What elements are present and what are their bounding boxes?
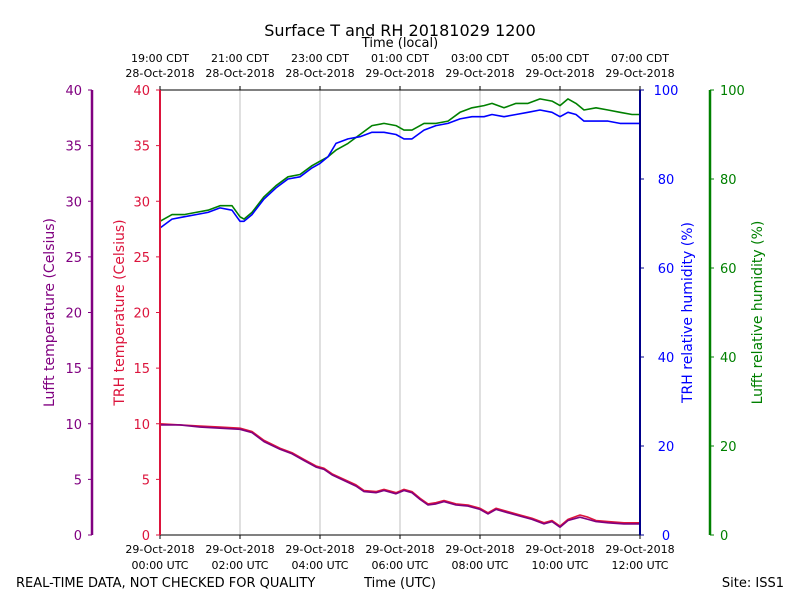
x-tick-label-utc-time: 02:00 UTC xyxy=(211,559,268,572)
footer-disclaimer: REAL-TIME DATA, NOT CHECKED FOR QUALITY xyxy=(16,576,315,591)
x-tick-label-local-date: 28-Oct-2018 xyxy=(285,67,354,80)
x-tick-label-utc-date: 29-Oct-2018 xyxy=(125,543,194,556)
lufft-temp-tick-label: 25 xyxy=(65,251,82,266)
x-tick-label-local-date: 29-Oct-2018 xyxy=(605,67,674,80)
trh-rh-axis-label: TRH relative humidity (%) xyxy=(680,222,696,404)
lufft-temp-tick-label: 35 xyxy=(65,140,82,155)
x-tick-label-local-time: 19:00 CDT xyxy=(131,52,189,65)
trh-rh-tick-label: 20 xyxy=(658,440,675,455)
x-tick-label-utc-time: 06:00 UTC xyxy=(371,559,428,572)
trh-temp-axis-label: TRH temperature (Celsius) xyxy=(112,219,128,406)
top-axis-label: Time (local) xyxy=(361,36,438,51)
x-tick-label-local-time: 03:00 CDT xyxy=(451,52,509,65)
x-tick-label-local-date: 29-Oct-2018 xyxy=(525,67,594,80)
x-tick-label-local-time: 01:00 CDT xyxy=(371,52,429,65)
x-tick-label-utc-time: 08:00 UTC xyxy=(451,559,508,572)
grid-lines xyxy=(239,90,561,535)
x-tick-label-utc-time: 12:00 UTC xyxy=(611,559,668,572)
x-tick-label-utc-date: 29-Oct-2018 xyxy=(445,543,514,556)
trh-rh-tick-label: 40 xyxy=(658,351,675,366)
series-line-trh-relative-humidity xyxy=(159,109,640,229)
lufft-temp-tick-label: 10 xyxy=(65,418,82,433)
x-tick-label-local-time: 07:00 CDT xyxy=(611,52,669,65)
x-tick-label-local-date: 29-Oct-2018 xyxy=(445,67,514,80)
series-line-lufft-relative-humidity xyxy=(159,98,640,222)
x-tick-label-local-time: 05:00 CDT xyxy=(531,52,589,65)
trh-temp-tick-label: 35 xyxy=(133,140,150,155)
x-tick-label-utc-time: 04:00 UTC xyxy=(291,559,348,572)
lufft-temp-tick-label: 15 xyxy=(65,362,82,377)
x-tick-label-utc-date: 29-Oct-2018 xyxy=(205,543,274,556)
x-tick-label-utc-date: 29-Oct-2018 xyxy=(365,543,434,556)
trh-temp-tick-label: 25 xyxy=(133,251,150,266)
footer-site: Site: ISS1 xyxy=(722,576,784,591)
bottom-axis-label: Time (UTC) xyxy=(363,576,436,591)
series-layer xyxy=(159,98,640,528)
series-line-trh-temperature-celsius xyxy=(159,423,640,527)
trh-temp-tick-label: 10 xyxy=(133,418,150,433)
series-line-lufft-temperature-celsius xyxy=(160,424,640,528)
lufft-temp-tick-label: 40 xyxy=(65,84,82,99)
x-tick-label-local-time: 21:00 CDT xyxy=(211,52,269,65)
x-tick-label-local-date: 29-Oct-2018 xyxy=(365,67,434,80)
x-tick-label-utc-time: 10:00 UTC xyxy=(531,559,588,572)
lufft-rh-tick-label: 60 xyxy=(720,262,737,277)
trh-temp-tick-label: 20 xyxy=(133,307,150,322)
lufft-temp-tick-label: 20 xyxy=(65,307,82,322)
lufft-rh-tick-label: 80 xyxy=(720,173,737,188)
trh-temp-tick-label: 15 xyxy=(133,362,150,377)
lufft-rh-axis-label: Lufft relative humidity (%) xyxy=(750,221,766,405)
x-tick-label-local-time: 23:00 CDT xyxy=(291,52,349,65)
lufft-temp-tick-label: 30 xyxy=(65,195,82,210)
lufft-rh-tick-label: 40 xyxy=(720,351,737,366)
lufft-rh-tick-label: 20 xyxy=(720,440,737,455)
lufft-temp-axis-label: Lufft temperature (Celsius) xyxy=(42,218,58,407)
x-tick-label-local-date: 28-Oct-2018 xyxy=(125,67,194,80)
x-tick-label-utc-time: 00:00 UTC xyxy=(131,559,188,572)
lufft-temp-tick-label: 0 xyxy=(74,529,82,544)
trh-rh-tick-label: 0 xyxy=(662,529,670,544)
trh-temp-tick-label: 0 xyxy=(142,529,150,544)
lufft-temp-tick-label: 5 xyxy=(74,473,82,488)
trh-temp-tick-label: 30 xyxy=(133,195,150,210)
lufft-rh-tick-label: 0 xyxy=(720,529,728,544)
x-tick-label-utc-date: 29-Oct-2018 xyxy=(285,543,354,556)
trh-rh-tick-label: 60 xyxy=(658,262,675,277)
lufft-rh-tick-label: 100 xyxy=(720,84,745,99)
chart-title: Surface T and RH 20181029 1200 xyxy=(264,21,536,40)
x-tick-label-utc-date: 29-Oct-2018 xyxy=(605,543,674,556)
axes-layer: 29-Oct-2018 00:00 UTC 29-Oct-2018 02:00 UTC… xyxy=(42,52,766,572)
trh-temp-tick-label: 5 xyxy=(142,473,150,488)
trh-rh-tick-label: 80 xyxy=(658,173,675,188)
trh-rh-tick-label: 100 xyxy=(654,84,679,99)
trh-temp-tick-label: 40 xyxy=(133,84,150,99)
x-tick-label-local-date: 28-Oct-2018 xyxy=(205,67,274,80)
x-tick-label-utc-date: 29-Oct-2018 xyxy=(525,543,594,556)
